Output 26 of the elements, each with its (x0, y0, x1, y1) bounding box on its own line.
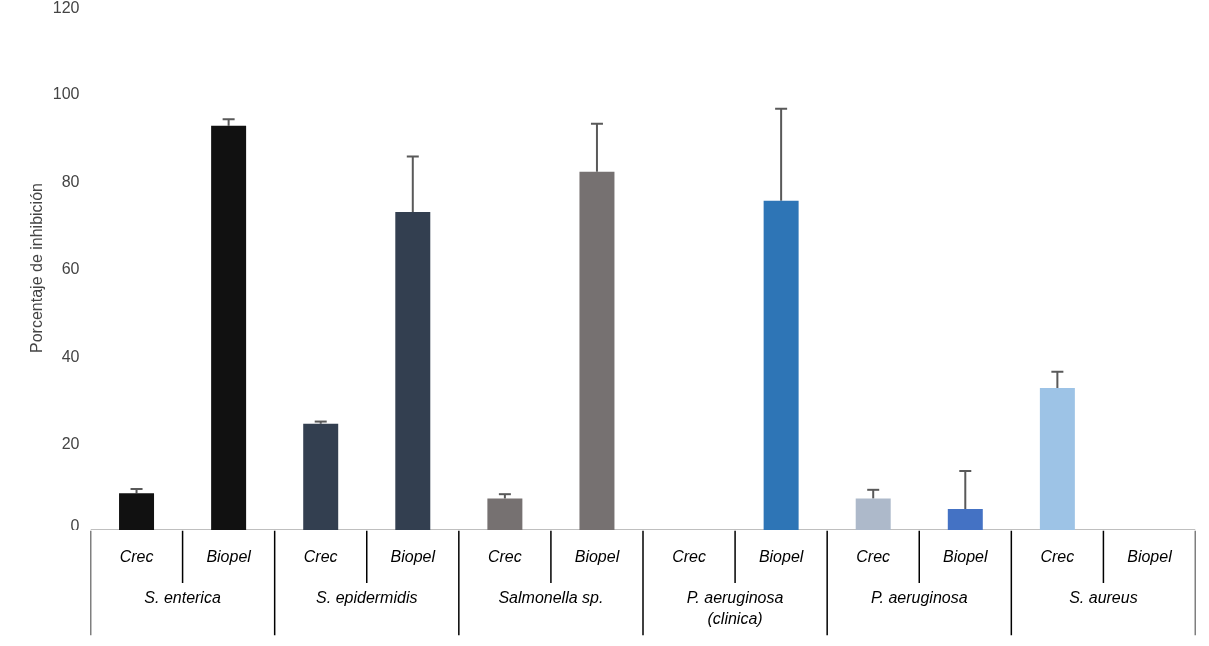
text: S. aureus (1069, 589, 1138, 607)
x-tick-label: Biopel (943, 548, 988, 566)
x-tick-label: Biopel (574, 548, 620, 566)
y-tick-label: 40 (61, 347, 80, 365)
x-tick-label: Crec (119, 548, 154, 566)
y-axis-title: Porcentaje de inhibición (27, 183, 45, 353)
y-tick-label: 120 (52, 0, 80, 16)
x-tick-label: Crec (487, 548, 522, 566)
text: S. epidermidis (316, 589, 418, 607)
x-tick-label: Crec (856, 548, 891, 566)
x-tick-label: Biopel (206, 548, 252, 566)
y-tick-label: 100 (52, 85, 80, 102)
text: P. aeruginosa (clinica) (686, 589, 784, 627)
x-tick-label: Crec (672, 548, 706, 566)
y-tick-label: 0 (70, 516, 80, 534)
text: Salmonella sp. (498, 589, 604, 607)
y-tick-label: 60 (61, 260, 80, 277)
x-tick-label: Biopel (390, 548, 436, 566)
y-tick-label: 80 (61, 172, 80, 190)
x-tick-label: Crec (303, 548, 338, 566)
x-tick-label: Biopel (758, 548, 804, 566)
text: S. enterica (144, 589, 221, 607)
text: P. aeruginosa (870, 589, 968, 607)
y-tick-label: 20 (61, 435, 80, 452)
x-tick-label: Crec (1040, 548, 1075, 566)
x-tick-label: Biopel (1127, 548, 1173, 566)
